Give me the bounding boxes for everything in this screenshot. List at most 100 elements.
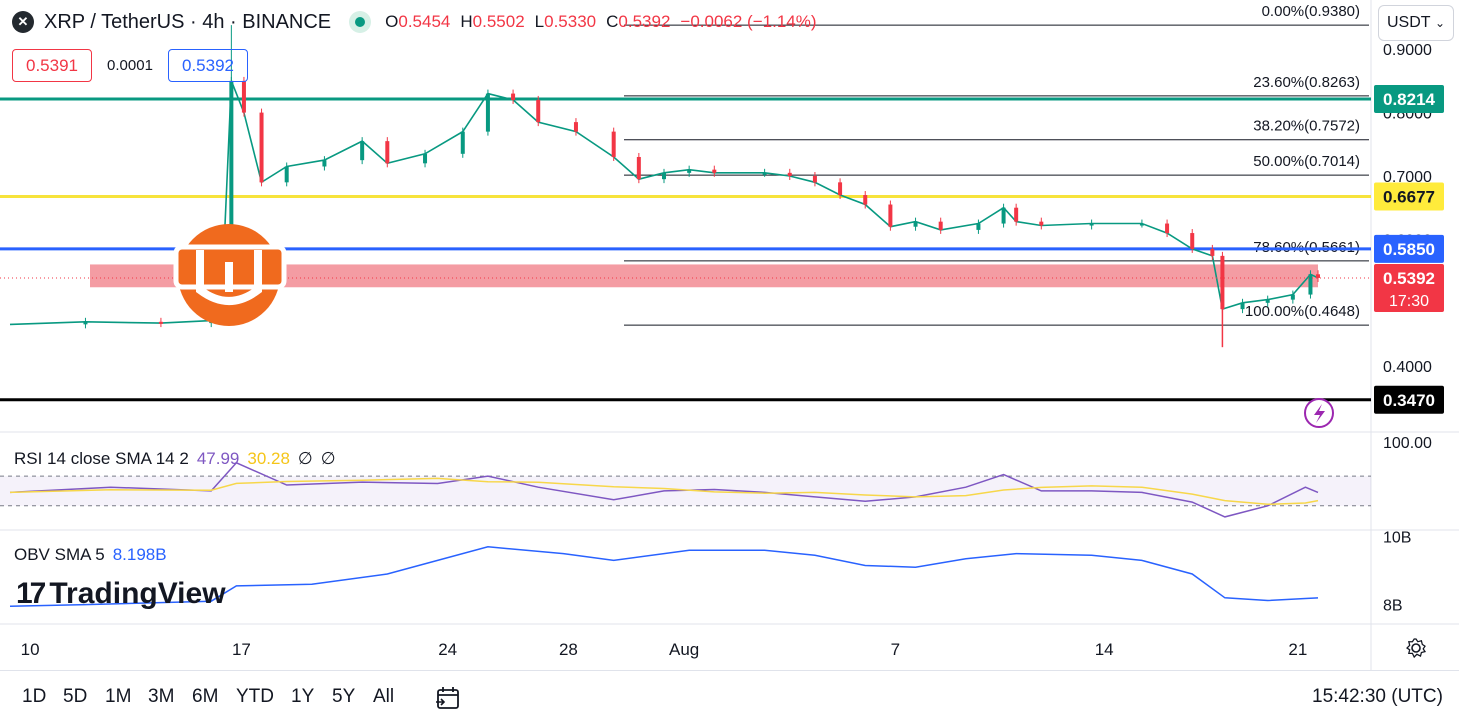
timeframe-button[interactable]: 5Y xyxy=(332,686,356,707)
currency-select[interactable]: USDT ⌄ xyxy=(1378,5,1454,41)
obv-legend[interactable]: OBV SMA 5 8.198B xyxy=(14,545,167,565)
candle-body xyxy=(762,172,767,175)
candle-body xyxy=(1089,223,1094,226)
watermark-text: TradingView xyxy=(49,577,226,610)
candle-body xyxy=(423,153,428,164)
chart-header: ✕ XRP / TetherUS · 4h · BINANCE O0.5454 … xyxy=(12,8,817,36)
timeframe-button[interactable]: 3M xyxy=(148,686,175,707)
candle-body xyxy=(1240,302,1245,310)
bar-countdown: 17:30 xyxy=(1389,293,1429,310)
time-axis-tick: 7 xyxy=(891,640,900,659)
sell-price-button[interactable]: 0.5391 xyxy=(12,49,92,82)
obv-value: 8.198B xyxy=(112,545,167,564)
candle-body xyxy=(913,221,918,227)
candle-body xyxy=(611,131,616,157)
close-value: 0.5392 xyxy=(618,12,671,31)
rsi-legend[interactable]: RSI 14 close SMA 14 2 47.99 30.28 ∅ ∅ xyxy=(14,449,336,469)
symbol-title[interactable]: XRP / TetherUS · 4h · BINANCE xyxy=(44,10,332,33)
current-price-label: 0.5392 xyxy=(1383,269,1435,288)
candle-body xyxy=(838,182,843,196)
price-series-line xyxy=(9,80,1319,326)
change-value: −0.0062 (−1.14%) xyxy=(680,12,817,31)
spread-value: 0.0001 xyxy=(107,57,153,74)
utc-clock[interactable]: 15:42:30 (UTC) xyxy=(1312,686,1443,707)
bottom-toolbar xyxy=(0,670,1459,726)
low-key: L xyxy=(534,12,545,31)
close-key: C xyxy=(606,12,619,31)
level-price-tag xyxy=(1374,85,1444,114)
supply-zone xyxy=(90,264,1318,288)
candle-body xyxy=(241,80,246,113)
rsi-sma-line xyxy=(9,477,1319,506)
level-price-label: 0.8214 xyxy=(1383,90,1436,109)
price-chart[interactable]: 0.90000.80000.70000.60000.40000.00%(0.93… xyxy=(0,0,1459,670)
timeframe-button[interactable]: YTD xyxy=(236,686,274,707)
candle-body xyxy=(1165,223,1170,234)
timeframe-button[interactable]: 6M xyxy=(192,686,219,707)
market-status-icon[interactable] xyxy=(349,11,372,33)
xrp-logo-icon: ✕ xyxy=(12,11,34,33)
candle-body xyxy=(1190,233,1195,249)
candle-body xyxy=(1039,221,1044,226)
rsi-extra-2: ∅ xyxy=(320,449,336,468)
open-key: O xyxy=(385,12,399,31)
timeframe-button[interactable]: 1D xyxy=(22,686,47,707)
level-price-tag xyxy=(1374,234,1444,263)
low-value: 0.5330 xyxy=(544,12,597,31)
fib-level-label: 38.20%(0.7572) xyxy=(1253,118,1360,135)
candle-body xyxy=(888,204,893,227)
fib-level-label: 0.00%(0.9380) xyxy=(1262,3,1360,20)
ohlc-values: O0.5454 H0.5502 L0.5330 C0.5392 −0.0062 … xyxy=(385,12,816,32)
time-axis-tick: 28 xyxy=(559,640,578,659)
alert-lightning-icon xyxy=(1314,404,1325,423)
candle-body xyxy=(385,141,390,164)
currency-label: USDT xyxy=(1387,14,1431,31)
candle-body xyxy=(1316,274,1320,278)
brand-logo-icon xyxy=(196,250,262,305)
calendar-range-icon[interactable] xyxy=(434,684,462,712)
timeframe-button[interactable]: 5D xyxy=(63,686,88,707)
fib-level-label: 23.60%(0.8263) xyxy=(1253,74,1360,91)
rsi-value: 47.99 xyxy=(196,449,240,468)
candle-body xyxy=(83,321,88,325)
candle-body xyxy=(1001,207,1006,224)
candle-body xyxy=(1139,223,1144,226)
price-axis-tick: 0.7000 xyxy=(1383,169,1432,186)
candle-body xyxy=(1290,294,1295,300)
candle-body xyxy=(511,93,516,100)
candle-body xyxy=(229,80,234,253)
time-axis-tick: Aug xyxy=(669,640,699,659)
candle-body xyxy=(938,221,943,230)
chevron-down-icon: ⌄ xyxy=(1434,16,1445,30)
time-axis-tick: 17 xyxy=(232,640,251,659)
fib-level-label: 100.00%(0.4648) xyxy=(1245,303,1360,320)
current-price-tag xyxy=(1374,263,1444,312)
candle-body xyxy=(322,160,327,167)
level-price-label: 0.6677 xyxy=(1383,187,1435,206)
buy-price-button[interactable]: 0.5392 xyxy=(168,49,248,82)
rsi-extra-1: ∅ xyxy=(297,449,313,468)
candle-body xyxy=(1308,274,1313,295)
level-price-tag xyxy=(1374,182,1444,211)
candle-body xyxy=(259,112,264,183)
candle-body xyxy=(1265,299,1270,303)
candle-body xyxy=(284,166,289,183)
timeframe-button[interactable]: All xyxy=(373,686,395,707)
rsi-label: RSI 14 close SMA 14 2 xyxy=(14,449,189,468)
time-axis-tick: 14 xyxy=(1095,640,1114,659)
candle-body xyxy=(863,195,868,205)
high-key: H xyxy=(460,12,473,31)
candle-body xyxy=(812,176,817,183)
timeframe-button[interactable]: 1M xyxy=(105,686,132,707)
candle-body xyxy=(158,321,163,324)
tradingview-logo-icon: 17 xyxy=(16,577,46,610)
fib-level-label: 78.60%(0.5661) xyxy=(1253,239,1360,256)
candle-body xyxy=(485,93,490,132)
timeframe-button[interactable]: 1Y xyxy=(291,686,315,707)
high-value: 0.5502 xyxy=(472,12,525,31)
rsi-line xyxy=(9,461,1319,518)
obv-line xyxy=(9,546,1319,608)
candle-body xyxy=(360,141,365,161)
time-axis-tick: 24 xyxy=(438,640,457,659)
gear-icon[interactable] xyxy=(1404,636,1428,660)
